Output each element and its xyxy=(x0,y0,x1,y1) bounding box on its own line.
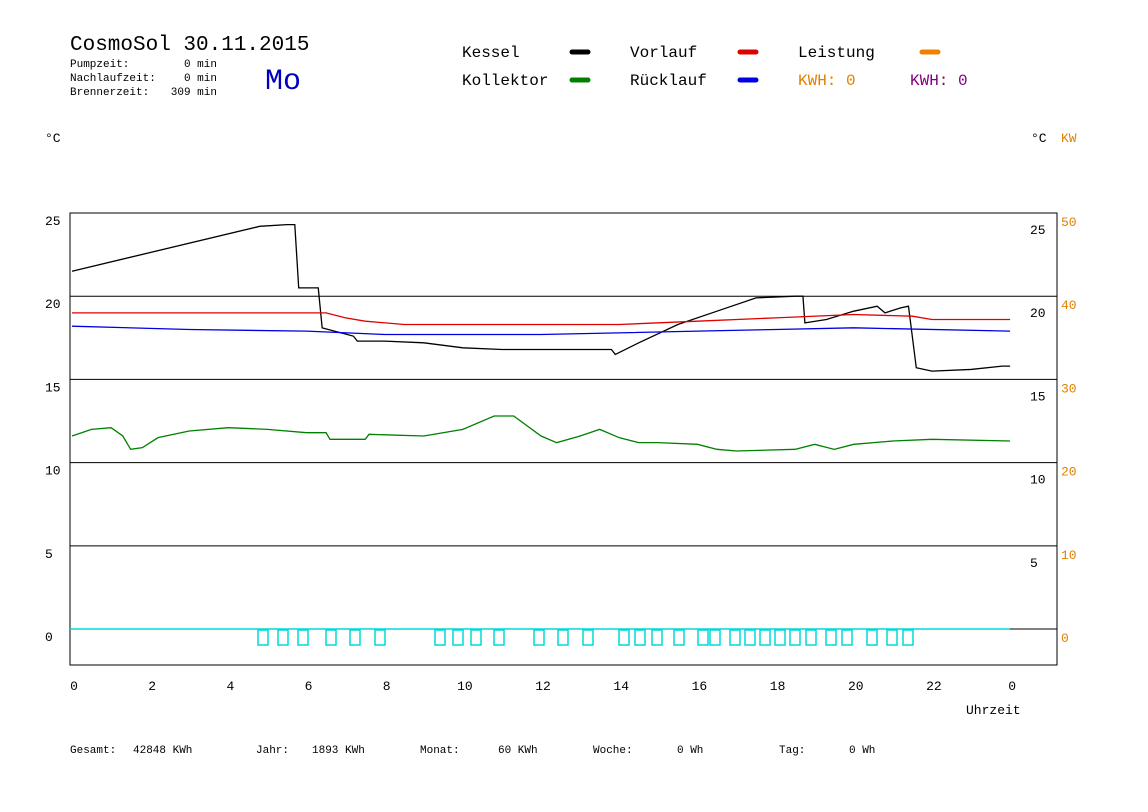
y-right-tick-label: 5 xyxy=(1030,556,1038,571)
y-tick-label: 5 xyxy=(45,547,53,562)
pump-marker xyxy=(493,629,505,646)
x-tick-label: 22 xyxy=(926,679,942,694)
y2-tick-label: 40 xyxy=(1061,298,1077,313)
info-value: 0 min xyxy=(184,59,217,71)
footer-label: Tag: xyxy=(779,745,805,757)
pump-marker xyxy=(825,629,837,646)
y2-tick-label: 30 xyxy=(1061,381,1077,396)
footer-value: 60 KWh xyxy=(498,745,538,757)
kwh: KWH: 0 xyxy=(798,72,856,90)
info-label: Pumpzeit: xyxy=(70,59,129,71)
x-tick-label: 6 xyxy=(305,679,313,694)
y-right-tick-label: 20 xyxy=(1030,306,1046,321)
pump-marker xyxy=(886,629,898,646)
pump-marker xyxy=(297,629,309,646)
x-tick-label: 20 xyxy=(848,679,864,694)
pump-marker xyxy=(582,629,594,646)
x-tick-label: 10 xyxy=(457,679,473,694)
y-unit: °C xyxy=(45,131,61,146)
y-tick-label: 25 xyxy=(45,214,61,229)
x-label: Uhrzeit xyxy=(966,703,1021,718)
pump-marker xyxy=(709,629,721,646)
x-tick-label: 0 xyxy=(70,679,78,694)
pump-marker xyxy=(789,629,801,646)
legend-label: Leistung xyxy=(798,44,875,62)
legend-label: Kessel xyxy=(462,44,520,62)
y-tick-label: 0 xyxy=(45,630,53,645)
footer-label: Woche: xyxy=(593,745,633,757)
pump-marker xyxy=(618,629,630,646)
x-tick-label: 8 xyxy=(383,679,391,694)
footer-value: 0 Wh xyxy=(849,745,875,757)
y2-tick-label: 20 xyxy=(1061,465,1077,480)
series-line xyxy=(71,415,1011,452)
pump-marker xyxy=(805,629,817,646)
pump-marker xyxy=(774,629,786,646)
title: CosmoSol 30.11.2015 xyxy=(70,34,309,57)
pump-marker xyxy=(374,629,386,646)
x-tick-label: 0 xyxy=(1008,679,1016,694)
pump-marker xyxy=(841,629,853,646)
pump-marker xyxy=(744,629,756,646)
x-tick-label: 2 xyxy=(148,679,156,694)
y2-unit: KW xyxy=(1061,131,1077,146)
footer-value: 0 Wh xyxy=(677,745,703,757)
pump-marker xyxy=(673,629,685,646)
pump-marker xyxy=(866,629,878,646)
pump-marker xyxy=(452,629,464,646)
legend-label: Kollektor xyxy=(462,72,548,90)
footer-label: Gesamt: xyxy=(70,745,116,757)
footer-label: Monat: xyxy=(420,745,460,757)
pump-marker xyxy=(277,629,289,646)
legend-label: Rücklauf xyxy=(630,72,707,90)
pump-marker xyxy=(470,629,482,646)
series-line xyxy=(71,325,1011,336)
pump-marker xyxy=(349,629,361,646)
pump-marker xyxy=(729,629,741,646)
y2-unit-left: °C xyxy=(1031,131,1047,146)
x-tick-label: 16 xyxy=(692,679,708,694)
x-tick-label: 4 xyxy=(226,679,234,694)
pump-marker xyxy=(325,629,337,646)
y2-tick-label: 0 xyxy=(1061,631,1069,646)
info-value: 309 min xyxy=(171,87,217,99)
info-label: Brennerzeit: xyxy=(70,87,149,99)
series-line xyxy=(71,223,1011,372)
footer-label: Jahr: xyxy=(256,745,289,757)
footer-value: 42848 KWh xyxy=(133,745,192,757)
series-line xyxy=(72,312,1011,326)
y2-tick-label: 50 xyxy=(1061,215,1077,230)
day: Mo xyxy=(265,65,301,99)
plot-frame xyxy=(69,212,1058,666)
y-right-tick-label: 25 xyxy=(1030,223,1046,238)
y-tick-label: 15 xyxy=(45,380,61,395)
info-value: 0 min xyxy=(184,73,217,85)
pump-marker xyxy=(634,629,646,646)
pump-marker xyxy=(434,629,446,646)
x-tick-label: 18 xyxy=(770,679,786,694)
legend-label: Vorlauf xyxy=(630,44,697,62)
y-right-tick-label: 15 xyxy=(1030,389,1046,404)
y-tick-label: 20 xyxy=(45,297,61,312)
footer-value: 1893 KWh xyxy=(312,745,365,757)
y2-tick-label: 10 xyxy=(1061,548,1077,563)
x-tick-label: 12 xyxy=(535,679,551,694)
x-tick-label: 14 xyxy=(613,679,629,694)
y-right-tick-label: 10 xyxy=(1030,473,1046,488)
pump-marker xyxy=(759,629,771,646)
pump-marker xyxy=(557,629,569,646)
y-tick-label: 10 xyxy=(45,464,61,479)
pump-marker xyxy=(697,629,709,646)
pump-marker xyxy=(533,629,545,646)
pump-marker xyxy=(257,629,269,646)
pump-marker xyxy=(902,629,914,646)
info-label: Nachlaufzeit: xyxy=(70,73,156,85)
pump-marker xyxy=(651,629,663,646)
kwh: KWH: 0 xyxy=(910,72,968,90)
